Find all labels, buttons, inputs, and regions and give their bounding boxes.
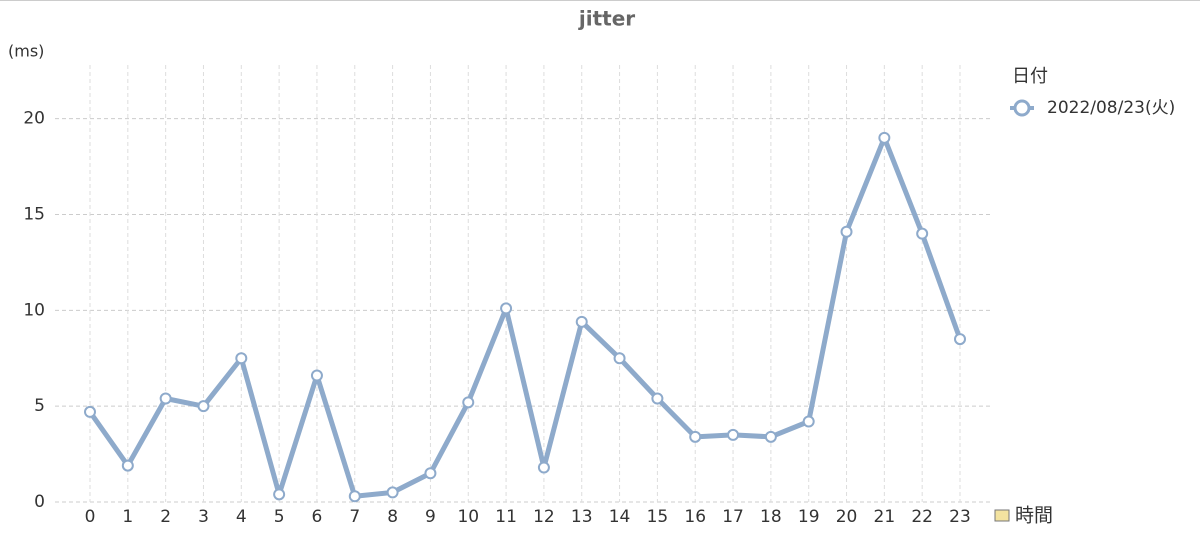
y-tick-label: 0 [34,492,45,512]
x-tick-label: 6 [312,507,323,527]
x-tick-label: 23 [949,507,971,527]
point [537,461,550,474]
point [273,488,286,501]
y-tick-label: 5 [34,396,45,416]
x-tick-label: 22 [911,507,933,527]
chart-title: jitter [578,7,635,31]
x-tick-label: 3 [198,507,209,527]
x-tick-label: 4 [236,507,247,527]
x-tick-label: 20 [836,507,858,527]
point [462,396,475,409]
x-tick-label: 11 [495,507,517,527]
point [651,392,664,405]
x-tick-label: 18 [760,507,782,527]
x-tick-label: 8 [387,507,398,527]
point [878,131,891,144]
point [424,467,437,480]
point [727,428,740,441]
point [764,430,777,443]
point [84,405,96,418]
point [159,392,172,405]
y-tick-label: 15 [23,205,45,225]
x-tick-label: 16 [684,507,706,527]
legend-marker [1013,99,1031,117]
x-tick-label: 14 [609,507,631,527]
x-tick-label: 17 [722,507,744,527]
x-tick-label: 19 [798,507,820,527]
x-tick-label: 12 [533,507,555,527]
x-tick-label: 7 [349,507,360,527]
x-tick-label: 5 [274,507,285,527]
point [386,486,399,499]
y-tick-label: 20 [23,109,45,129]
point [500,302,513,315]
point [954,333,966,346]
point [613,352,626,365]
point [840,225,853,238]
x-tick-label: 1 [122,507,133,527]
x-tick-label: 9 [425,507,436,527]
legend-title: 日付 [1012,66,1048,87]
x-tick-label: 21 [874,507,896,527]
x-tick-label: 10 [457,507,479,527]
point [916,227,929,240]
y-tick-label: 10 [23,300,45,320]
point [348,490,361,503]
line [87,135,963,499]
legend-label: 2022/08/23(火) [1047,98,1175,118]
point [689,430,702,443]
x-tick-label: 2 [160,507,171,527]
point [121,459,134,472]
point [197,400,210,413]
y-axis-label: (ms) [8,42,44,61]
x-tick-label: 13 [571,507,593,527]
point [802,415,815,428]
x-tick-label: 15 [647,507,669,527]
point [310,369,323,382]
point [575,315,588,328]
point [235,352,248,365]
x-axis-icon [994,509,1010,522]
x-axis-label: 時間 [1015,505,1053,527]
x-tick-label: 0 [85,507,96,527]
